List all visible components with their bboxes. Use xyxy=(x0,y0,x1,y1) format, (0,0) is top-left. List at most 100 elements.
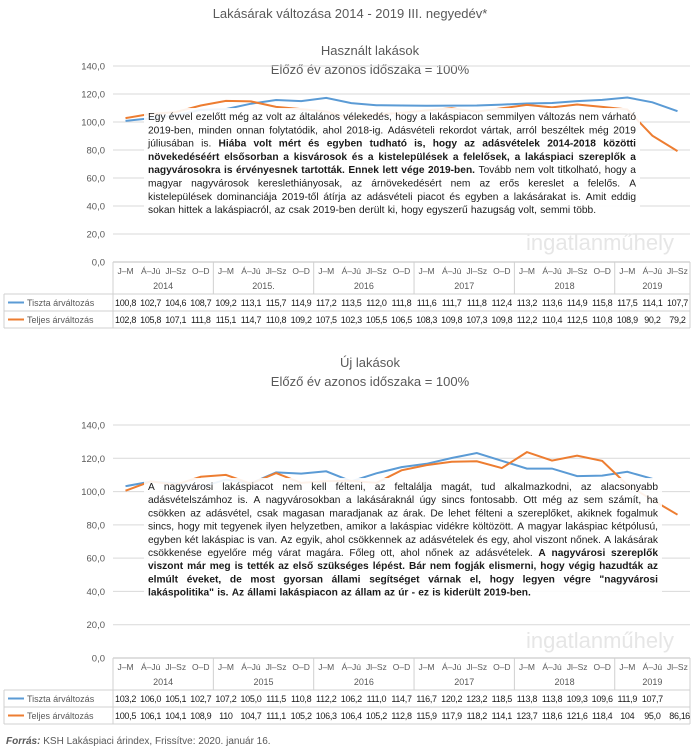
annotation-word: A xyxy=(517,522,524,533)
annotation-word: semmilyen xyxy=(486,112,535,123)
annotation-word: a xyxy=(206,205,212,216)
annotation-word: 2019 xyxy=(613,125,636,136)
annotation-word: kisvárosok xyxy=(294,152,348,163)
data-label: 114,7 xyxy=(241,315,262,325)
x-tick-label: O–D xyxy=(393,662,410,672)
annotation-word: sem xyxy=(584,495,603,506)
annotation-word: a xyxy=(630,165,636,176)
annotation-word: felelős. xyxy=(588,179,620,190)
data-label: 110,8 xyxy=(291,694,312,704)
annotation-word: volt xyxy=(254,139,273,150)
annotation-word: vártak, xyxy=(481,125,512,136)
annotation-word: magyar xyxy=(528,522,563,533)
data-label: 115,1 xyxy=(216,315,237,325)
annotation-word: árak. xyxy=(403,508,426,519)
annotation-line: Egy évvel ezelőtt még az volt az általános vélek… xyxy=(148,112,636,123)
annotation-word: nagyvárosok xyxy=(191,179,250,190)
annotation-box xyxy=(144,478,662,605)
annotation-word: kereslet xyxy=(528,179,564,190)
annotation-word: a xyxy=(346,495,352,506)
data-label: 118,4 xyxy=(592,711,613,721)
legend-label: Teljes árváltozás xyxy=(27,711,94,721)
data-label: 112,4 xyxy=(492,298,513,308)
x-tick-label: J–M xyxy=(118,266,134,276)
annotation-word: az xyxy=(387,508,398,519)
annotation-word: most xyxy=(250,574,275,585)
annotation-word: semmi xyxy=(540,205,570,216)
x-tick-label: Jl–Sz xyxy=(165,662,186,672)
annotation-word: és xyxy=(308,139,320,150)
annotation-word: a xyxy=(368,152,374,163)
annotation-word: nagyvárosokra xyxy=(148,165,221,176)
data-label: 114,1 xyxy=(642,298,663,308)
annotation-word: az xyxy=(480,179,491,190)
annotation-word: lakáspiaci xyxy=(525,152,574,163)
annotation-text: Egy évvel ezelőtt még az volt az általános vélek… xyxy=(144,108,640,223)
annotation-word: is xyxy=(247,535,254,546)
annotation-word: az xyxy=(341,588,352,599)
data-label: 110,8 xyxy=(592,315,613,325)
annotation-word: fogják xyxy=(455,561,485,572)
annotation-word: első xyxy=(293,561,313,572)
x-tick-label: O–D xyxy=(393,266,410,276)
annotation-word: júliusában xyxy=(147,139,194,150)
year-label: 2019 xyxy=(642,677,662,687)
annotation-word: kereslethiányosak, xyxy=(258,179,342,190)
data-label: 107,2 xyxy=(215,694,236,704)
annotation-word: 2019-ben xyxy=(313,205,356,216)
annotation-word: tud xyxy=(481,482,495,493)
y-tick-label: 140,0 xyxy=(81,421,105,432)
annotation-word: is, xyxy=(414,139,425,150)
annotation-word: egy, xyxy=(491,535,510,546)
y-tick-label: 100,0 xyxy=(81,118,105,129)
data-label: 102,7 xyxy=(140,298,161,308)
x-tick-label: Jl–Sz xyxy=(667,662,688,672)
data-label: 118,2 xyxy=(467,711,488,721)
annotation-word: rekordot xyxy=(439,125,477,136)
annotation-word: Adásvételi xyxy=(388,125,435,136)
annotation-word: akiknek xyxy=(577,508,612,519)
y-tick-label: 0,0 xyxy=(92,654,105,665)
annotation-word: lakásárakat xyxy=(514,192,566,203)
data-label: 107,7 xyxy=(642,694,663,704)
annotation-line: növekedéséért elsősorban a kisvárosok és a kis… xyxy=(148,152,636,163)
data-label: 118,6 xyxy=(542,711,563,721)
annotation-word: is. xyxy=(571,192,581,203)
annotation-word: nem xyxy=(515,165,535,176)
annotation-line: júliusában is. Hiába volt mért és egyben tudhat… xyxy=(147,139,636,150)
x-tick-label: Jl–Sz xyxy=(567,266,588,276)
data-label: 102,8 xyxy=(115,315,136,325)
annotation-word: vidékre xyxy=(436,522,469,533)
annotation-box xyxy=(144,108,640,223)
annotation-word: az xyxy=(581,482,592,493)
y-tick-label: 80,0 xyxy=(87,520,106,531)
annotation-word: nőnek. xyxy=(570,535,601,546)
annotation-word: végig xyxy=(569,561,596,572)
annotation-word: volt xyxy=(266,112,282,123)
data-label: 105,1 xyxy=(165,694,186,704)
data-label: 105,8 xyxy=(140,315,161,325)
annotation-word: adásvétel, xyxy=(206,508,252,519)
x-tick-label: Jl–Sz xyxy=(266,266,287,276)
annotation-word: a xyxy=(283,152,289,163)
annotation-word: hazugság xyxy=(471,205,516,216)
legend-label: Teljes árváltozás xyxy=(27,315,94,325)
annotation-word: alkalmazkodni, xyxy=(505,482,572,493)
data-label: 115,8 xyxy=(592,298,613,308)
annotation-line: elmúlt éveket, de most gyorsan állami segítség… xyxy=(148,574,658,585)
data-label: 107,5 xyxy=(316,315,337,325)
annotation-word: sokan xyxy=(148,205,175,216)
annotation-word: hogy xyxy=(178,522,201,533)
data-label: 108,9 xyxy=(617,315,638,325)
data-label: 106,4 xyxy=(341,711,362,721)
annotation-word: csökkennek xyxy=(348,535,403,546)
annotation-word: tartották. xyxy=(301,165,345,176)
annotation-word: nem xyxy=(282,482,302,493)
data-label: 107,7 xyxy=(667,298,688,308)
data-label: 111,0 xyxy=(367,694,387,704)
annotation-word: csak xyxy=(257,508,279,519)
annotation-word: állami xyxy=(332,574,361,585)
